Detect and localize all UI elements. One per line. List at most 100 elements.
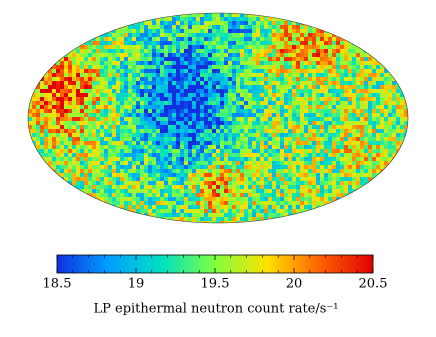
map-cell (188, 65, 192, 69)
map-cell (368, 177, 372, 181)
map-cell (152, 177, 156, 181)
map-cell (340, 129, 344, 133)
map-cell (332, 133, 336, 137)
map-cell (96, 165, 100, 169)
map-cell (108, 33, 112, 37)
map-cell (232, 157, 236, 161)
map-cell (280, 73, 284, 77)
map-cell (144, 117, 148, 121)
map-cell (156, 21, 160, 25)
map-cell (164, 97, 168, 101)
map-cell (196, 141, 200, 145)
map-cell (340, 49, 344, 53)
map-cell (160, 137, 164, 141)
map-cell (284, 217, 288, 221)
map-cell (316, 185, 320, 189)
map-cell (224, 37, 228, 41)
map-cell (260, 165, 264, 169)
map-cell (232, 137, 236, 141)
map-cell (84, 117, 88, 121)
map-cell (244, 185, 248, 189)
map-cell (204, 157, 208, 161)
map-cell (44, 69, 48, 73)
map-cell (72, 165, 76, 169)
map-cell (332, 109, 336, 113)
map-cell (368, 81, 372, 85)
map-cell (344, 185, 348, 189)
map-cell (372, 157, 376, 161)
map-cell (140, 53, 144, 57)
map-cell (304, 97, 308, 101)
map-cell (260, 145, 264, 149)
map-cell (360, 69, 364, 73)
map-cell (332, 37, 336, 41)
map-cell (60, 97, 64, 101)
map-cell (204, 117, 208, 121)
map-cell (292, 209, 296, 213)
map-cell (232, 89, 236, 93)
map-cell (380, 125, 384, 129)
map-cell (300, 57, 304, 61)
map-cell (64, 173, 68, 177)
map-cell (92, 185, 96, 189)
map-cell (204, 201, 208, 205)
map-cell (32, 129, 36, 133)
map-cell (280, 161, 284, 165)
map-cell (112, 197, 116, 201)
map-cell (384, 73, 388, 77)
map-cell (56, 169, 60, 173)
map-cell (280, 169, 284, 173)
map-cell (228, 129, 232, 133)
map-cell (304, 45, 308, 49)
map-cell (368, 125, 372, 129)
map-cell (224, 61, 228, 65)
map-cell (144, 161, 148, 165)
map-cell (56, 149, 60, 153)
map-cell (68, 137, 72, 141)
map-cell (252, 85, 256, 89)
map-cell (260, 177, 264, 181)
map-cell (172, 141, 176, 145)
map-cell (256, 117, 260, 121)
map-cell (376, 53, 380, 57)
map-cell (360, 77, 364, 81)
map-cell (228, 177, 232, 181)
map-cell (136, 129, 140, 133)
map-cell (160, 45, 164, 49)
map-cell (248, 113, 252, 117)
map-cell (56, 109, 60, 113)
map-cell (324, 153, 328, 157)
map-cell (80, 165, 84, 169)
map-cell (320, 145, 324, 149)
map-cell (184, 113, 188, 117)
map-cell (352, 145, 356, 149)
map-cell (124, 85, 128, 89)
map-cell (304, 173, 308, 177)
map-cell (152, 85, 156, 89)
map-cell (192, 17, 196, 21)
map-cell (152, 29, 156, 33)
map-cell (292, 57, 296, 61)
map-cell (292, 33, 296, 37)
map-cell (256, 173, 260, 177)
map-cell (356, 61, 360, 65)
map-cell (288, 209, 292, 213)
map-cell (148, 97, 152, 101)
map-cell (56, 157, 60, 161)
map-cell (68, 61, 72, 65)
map-cell (188, 157, 192, 161)
map-cell (168, 29, 172, 33)
map-cell (236, 81, 240, 85)
map-cell (52, 173, 56, 177)
map-cell (316, 201, 320, 205)
map-cell (172, 37, 176, 41)
map-cell (64, 165, 68, 169)
map-cell (140, 89, 144, 93)
map-cell (208, 209, 212, 213)
map-cell (144, 37, 148, 41)
map-cell (40, 165, 44, 169)
map-cell (80, 97, 84, 101)
map-cell (328, 89, 332, 93)
map-cell (328, 41, 332, 45)
map-cell (352, 113, 356, 117)
